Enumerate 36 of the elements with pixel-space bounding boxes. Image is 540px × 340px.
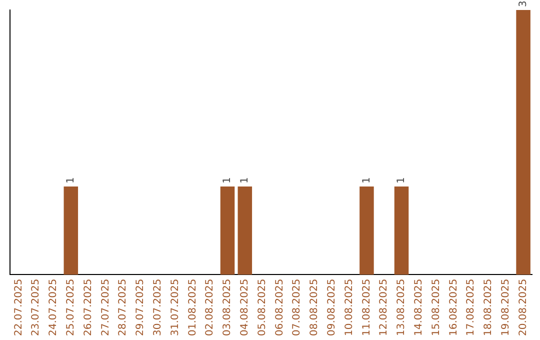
x-tick-label: 13.08.2025 (396, 278, 408, 336)
x-tick-label: 09.08.2025 (326, 278, 338, 336)
x-tick-label: 03.08.2025 (222, 278, 234, 336)
x-tick-label: 02.08.2025 (204, 278, 216, 336)
x-tick-label: 22.07.2025 (13, 278, 24, 336)
data-label: 1 (239, 177, 250, 184)
x-tick-label: 16.08.2025 (448, 278, 460, 336)
x-tick-label: 10.08.2025 (344, 278, 355, 336)
x-tick-label: 06.08.2025 (274, 278, 286, 336)
x-tick-label: 31.07.2025 (170, 278, 181, 336)
data-label: 1 (222, 177, 234, 184)
x-tick-label: 18.08.2025 (483, 278, 494, 336)
x-tick-label: 12.08.2025 (378, 278, 390, 336)
x-tick-label: 27.07.2025 (100, 278, 112, 336)
x-tick-label: 28.07.2025 (118, 278, 129, 336)
data-label: 3 (518, 0, 529, 7)
x-tick-label: 01.08.2025 (187, 278, 198, 336)
x-tick-label: 17.08.2025 (466, 278, 477, 336)
x-tick-label: 23.07.2025 (30, 278, 42, 336)
x-tick-label: 08.08.2025 (309, 278, 320, 336)
x-tick-label: 26.07.2025 (82, 278, 94, 336)
x-tick-label: 20.08.2025 (518, 278, 529, 336)
x-tick-label: 25.07.2025 (65, 278, 76, 336)
x-tick-label: 29.07.2025 (135, 278, 146, 336)
x-tick-label: 11.08.2025 (361, 278, 372, 336)
data-label: 1 (65, 177, 76, 184)
x-tick-label: 24.07.2025 (48, 278, 60, 336)
x-tick-label: 05.08.2025 (256, 278, 268, 336)
x-tick-label: 30.07.2025 (152, 278, 164, 336)
x-tick-label: 07.08.2025 (292, 278, 303, 336)
data-label: 1 (361, 177, 372, 184)
x-tick-label: 14.08.2025 (413, 278, 424, 336)
x-tick-label: 15.08.2025 (430, 278, 442, 336)
x-tick-label: 04.08.2025 (239, 278, 250, 336)
x-tick-label: 19.08.2025 (500, 278, 512, 336)
data-label: 1 (396, 177, 408, 184)
